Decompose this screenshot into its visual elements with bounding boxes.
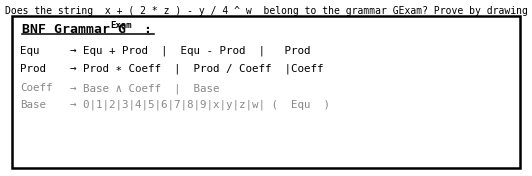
Text: Does the string  x + ( 2 * z ) - y / 4 ^ w  belong to the grammar GExam? Prove b: Does the string x + ( 2 * z ) - y / 4 ^ … (5, 6, 532, 16)
Text: Exam: Exam (110, 21, 131, 30)
Text: → 0|1|2|3|4|5|6|7|8|9|x|y|z|w| (  Equ  ): → 0|1|2|3|4|5|6|7|8|9|x|y|z|w| ( Equ ) (70, 100, 330, 111)
Text: → Prod ∗ Coeff  |  Prod / Coeff  |Coeff: → Prod ∗ Coeff | Prod / Coeff |Coeff (70, 64, 323, 74)
Text: Equ: Equ (20, 46, 39, 56)
Text: :: : (136, 23, 152, 36)
Text: BNF Grammar G: BNF Grammar G (22, 23, 126, 36)
Text: Prod: Prod (20, 64, 46, 74)
Text: Coeff: Coeff (20, 83, 53, 93)
FancyBboxPatch shape (12, 16, 520, 168)
Text: Base: Base (20, 100, 46, 110)
Text: → Equ + Prod  |  Equ - Prod  |   Prod: → Equ + Prod | Equ - Prod | Prod (70, 46, 311, 56)
Text: → Base ∧ Coeff  |  Base: → Base ∧ Coeff | Base (70, 83, 220, 93)
